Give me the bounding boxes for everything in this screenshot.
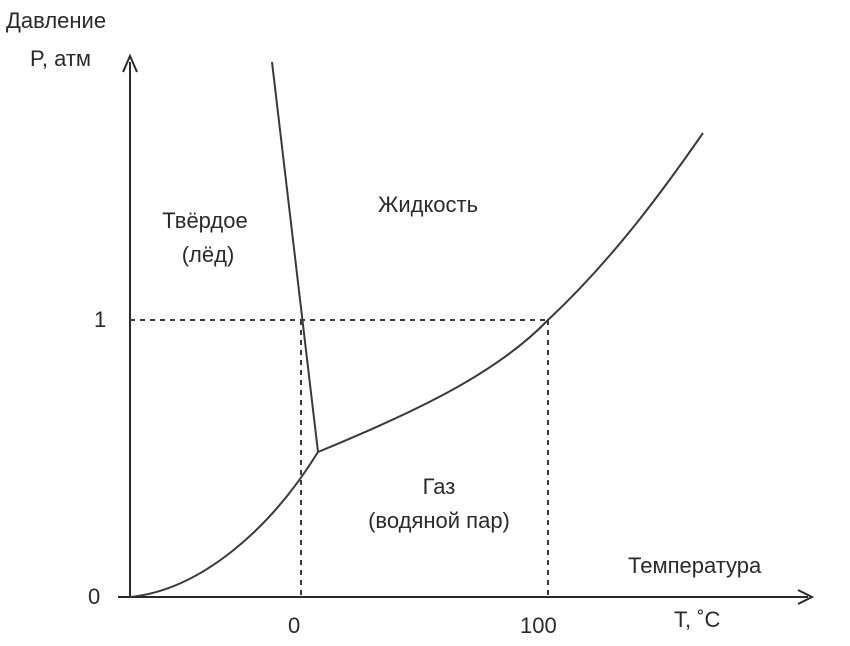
x-axis-name: Температура xyxy=(628,553,762,578)
y-tick-label: 0 xyxy=(88,584,100,609)
gas-region-label: Газ xyxy=(423,474,456,499)
vaporization-curve xyxy=(317,132,704,453)
y-axis-unit: P, атм xyxy=(30,46,91,71)
solid-region-sublabel: (лёд) xyxy=(182,242,235,267)
solid-region-label: Твёрдое xyxy=(162,208,247,233)
sublimation-curve xyxy=(129,451,319,598)
y-tick-label: 1 xyxy=(94,307,106,332)
melting-curve xyxy=(271,61,319,453)
x-axis-unit: T, ˚C xyxy=(674,607,721,632)
liquid-region-label: Жидкость xyxy=(378,192,478,217)
x-axis-arrow xyxy=(797,589,815,605)
y-axis-arrow xyxy=(122,53,138,73)
x-tick-label: 0 xyxy=(288,613,300,638)
y-axis-name: Давление xyxy=(6,8,106,33)
gas-region-sublabel: (водяной пар) xyxy=(368,508,510,533)
x-tick-label: 100 xyxy=(520,613,557,638)
